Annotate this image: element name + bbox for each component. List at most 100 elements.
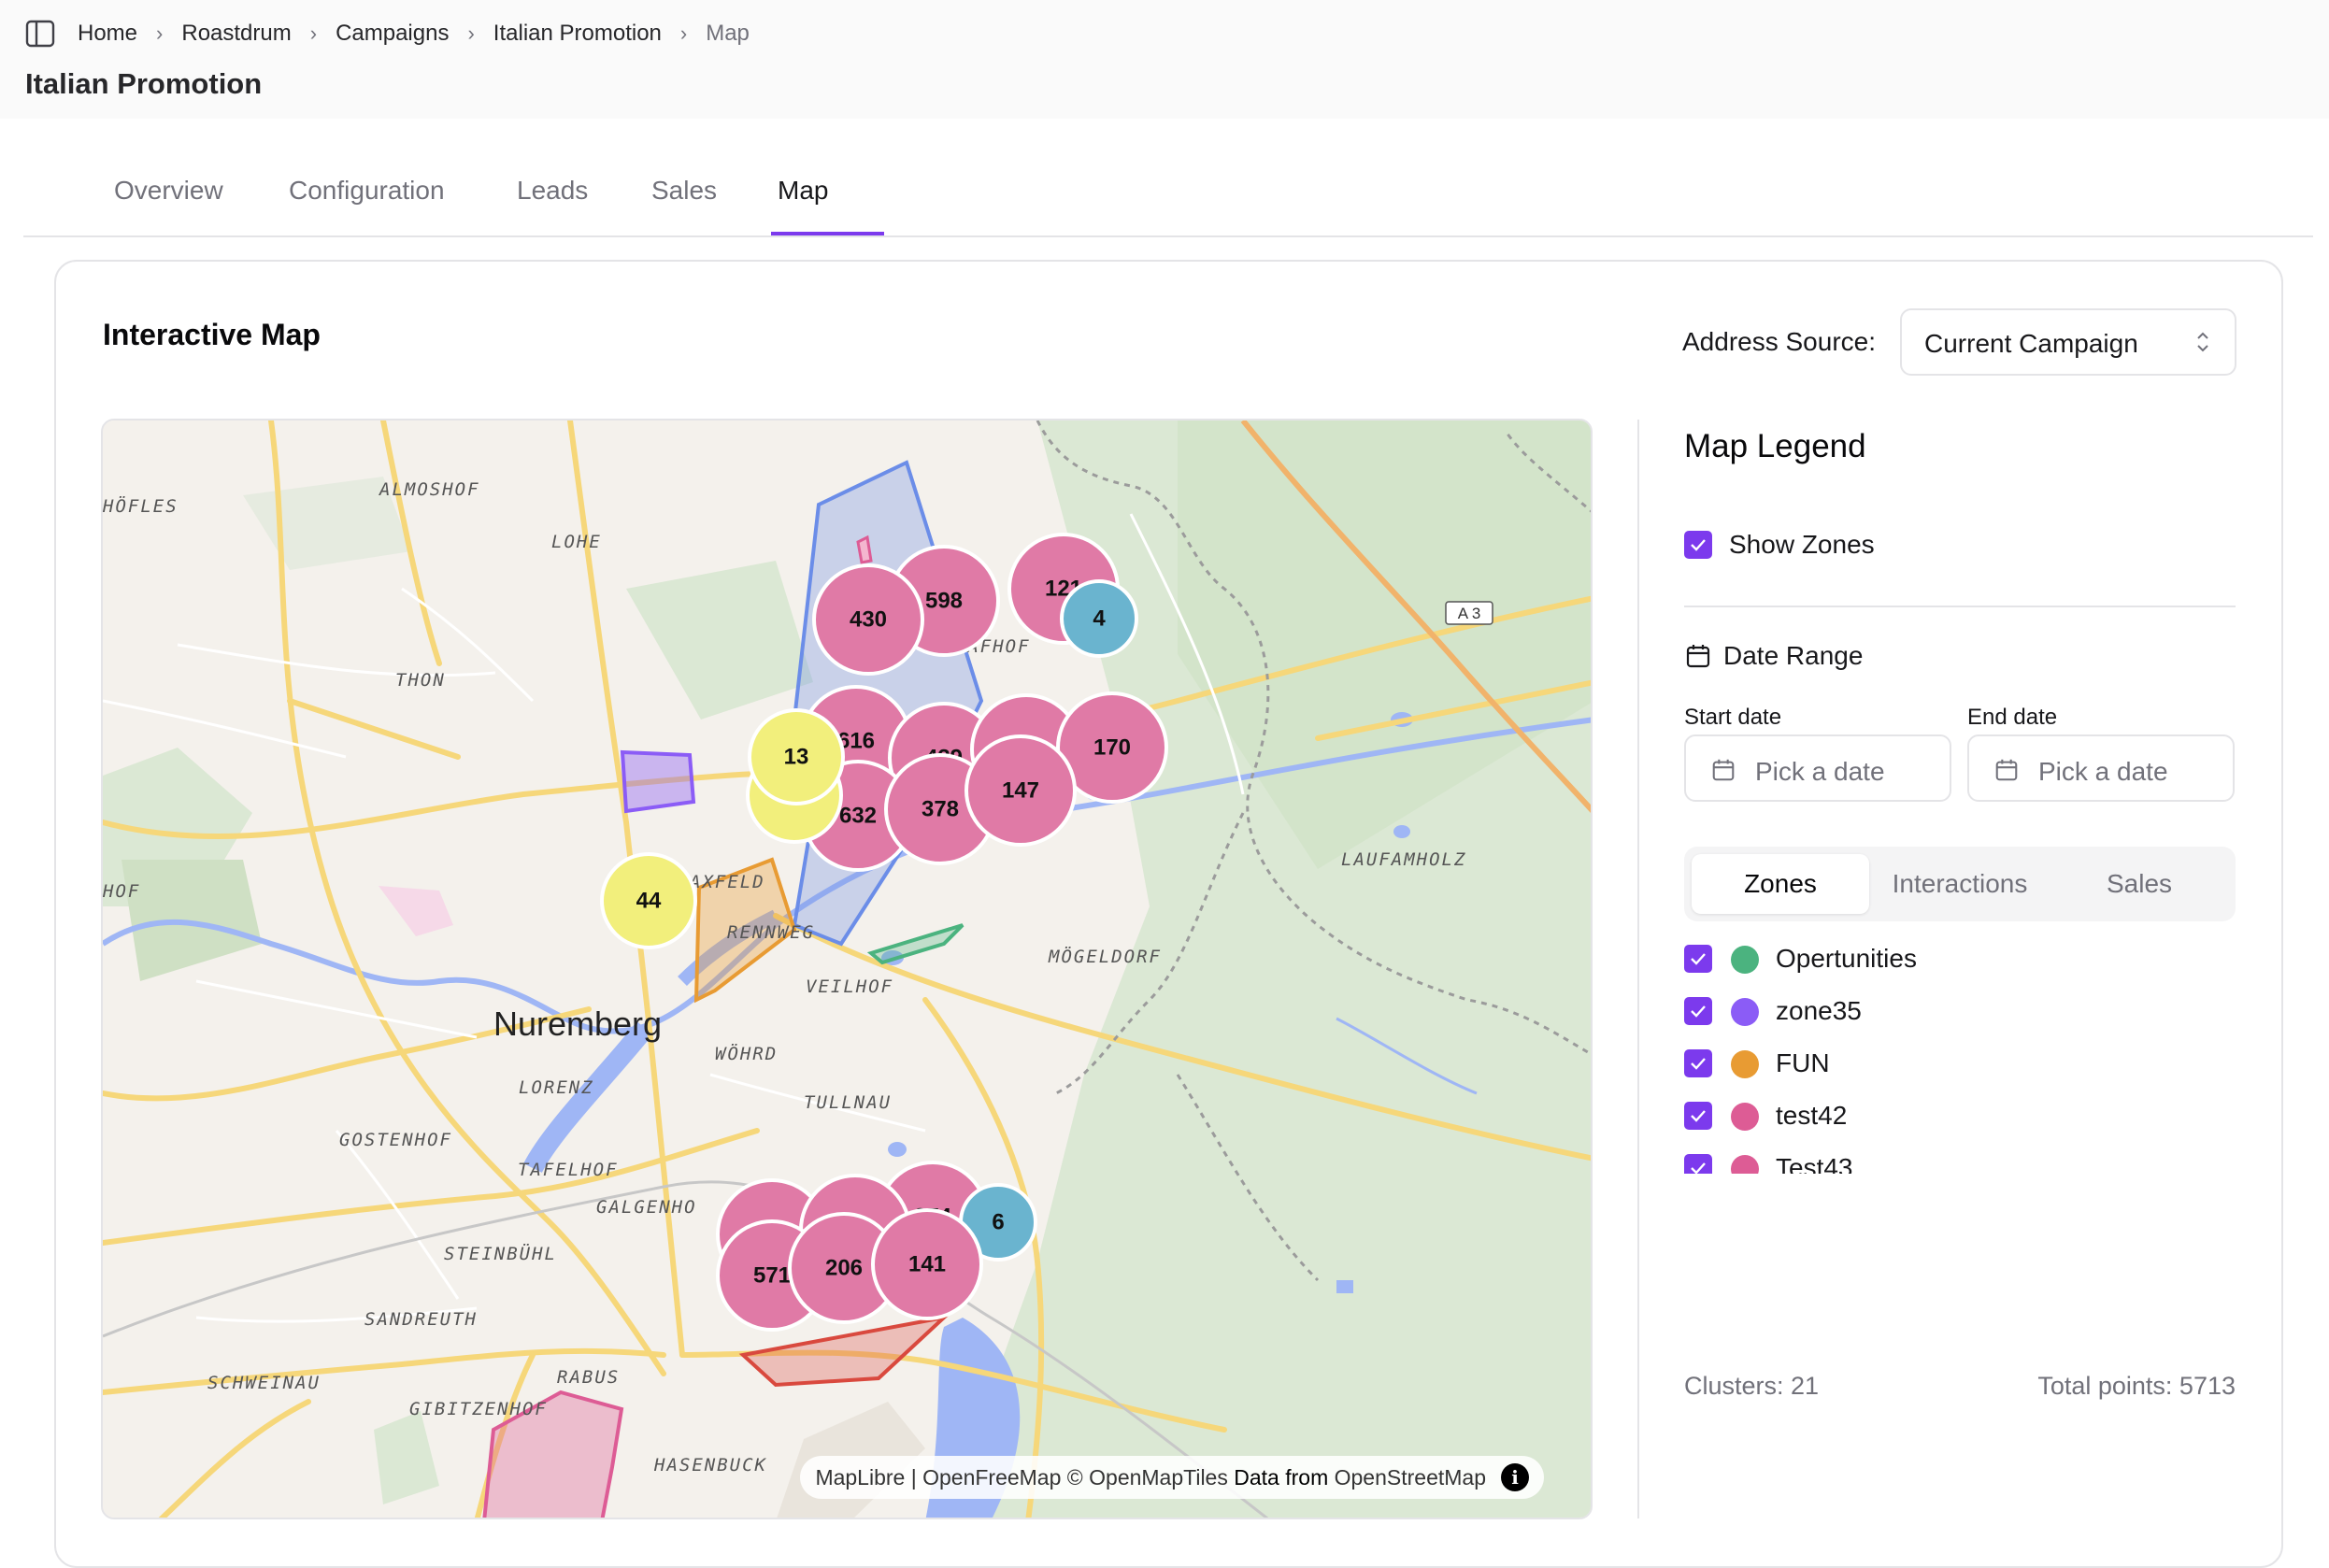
place-label: HOF (103, 881, 140, 902)
cluster-marker[interactable]: 430 (812, 563, 924, 676)
address-source-select[interactable]: Current Campaign (1900, 308, 2236, 376)
tab-sales[interactable]: Sales (651, 176, 718, 205)
cluster-count: 571 (753, 1263, 791, 1289)
map-attribution: MapLibre | OpenFreeMap © OpenMapTiles Da… (800, 1456, 1544, 1499)
legend-segmented-tabs: Zones Interactions Sales (1684, 847, 2236, 921)
cluster-count: 378 (922, 797, 959, 822)
start-date-placeholder: Pick a date (1755, 757, 1885, 786)
cluster-marker[interactable]: 141 (871, 1208, 983, 1320)
breadcrumb-campaigns[interactable]: Campaigns (336, 21, 450, 46)
start-date-picker[interactable]: Pick a date (1684, 734, 1951, 802)
zone-list-item[interactable]: Test43 (1684, 1149, 2236, 1174)
attribution-separator: | (910, 1464, 917, 1490)
lake-wöhrder (523, 1021, 653, 1174)
cluster-marker[interactable]: 13 (748, 708, 845, 805)
attribution-openfreemap-link[interactable]: OpenFreeMap (922, 1464, 1062, 1490)
breadcrumb: Home › Roastdrum › Campaigns › Italian P… (25, 17, 750, 50)
cluster-count: 206 (825, 1256, 863, 1281)
breadcrumb-current: Map (706, 21, 750, 46)
show-zones-label: Show Zones (1729, 530, 1875, 559)
zone-fun[interactable] (693, 857, 797, 1004)
zone-checkbox[interactable] (1684, 997, 1712, 1025)
page-title: Italian Promotion (25, 67, 263, 100)
sidebar-toggle-icon[interactable] (25, 19, 55, 49)
river-pegnitz (103, 717, 1591, 1034)
zone-checkbox[interactable] (1684, 1102, 1712, 1130)
place-label: LAUFAMHOLZ (1341, 849, 1466, 870)
zone-checkbox[interactable] (1684, 945, 1712, 973)
lake-wöhrder (678, 909, 779, 986)
breadcrumb-italian-promotion[interactable]: Italian Promotion (493, 21, 662, 46)
chevron-up-down-icon (2197, 332, 2208, 352)
chevron-right-icon: › (467, 21, 475, 45)
cluster-circle[interactable] (812, 563, 924, 676)
breadcrumb-home[interactable]: Home (78, 21, 138, 46)
card-title: Interactive Map (103, 318, 321, 351)
zone-opertunities[interactable] (866, 923, 964, 965)
zone-label: Opertunities (1776, 944, 1917, 973)
clusters-count: Clusters: 21 (1684, 1372, 1820, 1400)
tab-configuration[interactable]: Configuration (289, 176, 445, 205)
map-canvas[interactable]: ALMOSHOF HÖFLES LOHE THON HOF LAUFAMHOLZ… (103, 421, 1593, 1519)
cluster-circle[interactable] (600, 852, 697, 949)
zone-list-item[interactable]: Opertunities (1684, 940, 2236, 977)
zone-zone35[interactable] (620, 749, 696, 814)
end-date-picker[interactable]: Pick a date (1967, 734, 2235, 802)
cluster-marker[interactable]: 147 (964, 734, 1077, 847)
cluster-marker[interactable]: 170 (1056, 691, 1168, 804)
chevron-right-icon: › (156, 21, 164, 45)
cluster-count: 170 (1093, 735, 1131, 761)
tab-interactions[interactable]: Interactions (1892, 869, 2028, 898)
cluster-count: 6 (992, 1210, 1004, 1235)
zone-test43[interactable] (856, 535, 873, 564)
admin-boundary (1503, 429, 1591, 513)
cluster-marker[interactable]: 4 (1060, 579, 1138, 658)
zone-list-item[interactable]: test42 (1684, 1097, 2236, 1134)
zone-test42[interactable] (482, 1390, 624, 1519)
chevron-right-icon: › (679, 21, 688, 45)
admin-boundary (1176, 1074, 1320, 1282)
highway-label: A 3 (1458, 605, 1481, 622)
admin-boundary (1036, 421, 1591, 1056)
zone-nue-coffee-shops[interactable] (738, 1314, 950, 1388)
legend-title: Map Legend (1684, 428, 1866, 464)
cluster-circle[interactable] (964, 734, 1077, 847)
tab-map[interactable]: Map (778, 176, 829, 205)
zone-list-item[interactable]: FUN (1684, 1045, 2236, 1082)
zone-checkbox[interactable] (1684, 1049, 1712, 1077)
cluster-circle[interactable] (1056, 691, 1168, 804)
stream (1336, 1017, 1478, 1095)
tab-overview[interactable]: Overview (114, 176, 223, 205)
cluster-circle[interactable] (871, 1208, 983, 1320)
breadcrumb-roastdrum[interactable]: Roastdrum (181, 21, 292, 46)
place-label: WÖHRD (715, 1043, 778, 1064)
cluster-count: 13 (784, 745, 809, 770)
cluster-circle[interactable] (748, 708, 845, 805)
info-icon[interactable]: i (1501, 1463, 1529, 1491)
zone-list-item[interactable]: zone35 (1684, 992, 2236, 1030)
calendar-icon (1686, 645, 1710, 668)
start-date-label: Start date (1684, 705, 1782, 730)
show-zones-checkbox[interactable] (1684, 531, 1712, 559)
cluster-marker[interactable]: 44 (600, 852, 697, 949)
attribution-data-text: Data from (1234, 1464, 1329, 1490)
zone-label: FUN (1776, 1048, 1830, 1077)
tab-leads[interactable]: Leads (517, 176, 589, 205)
attribution-openmaptiles-link[interactable]: © OpenMapTiles (1066, 1464, 1228, 1490)
zone-checkbox[interactable] (1684, 1154, 1712, 1174)
divider (1684, 606, 2236, 607)
top-bar: Home › Roastdrum › Campaigns › Italian P… (0, 0, 2329, 119)
address-source-value: Current Campaign (1924, 329, 2138, 358)
cluster-circle[interactable] (1060, 579, 1138, 658)
zone-list[interactable]: Opertunitieszone35FUNtest42Test43Test567… (1684, 940, 2236, 1174)
zone-color-dot (1731, 1103, 1759, 1131)
check-icon (1691, 953, 1706, 965)
attribution-osm-link[interactable]: OpenStreetMap (1334, 1464, 1486, 1490)
tab-zones[interactable]: Zones (1692, 854, 1869, 914)
interactive-map[interactable]: ALMOSHOF HÖFLES LOHE THON HOF LAUFAMHOLZ… (101, 419, 1593, 1519)
attribution-maplibre-link[interactable]: MapLibre (815, 1464, 906, 1490)
place-label: STEINBÜHL (444, 1243, 557, 1264)
tab-sales-legend[interactable]: Sales (2106, 869, 2173, 898)
end-date-placeholder: Pick a date (2038, 757, 2168, 786)
marker-clusters[interactable]: 5981214304616439427170632378147421344274… (600, 533, 1168, 1332)
